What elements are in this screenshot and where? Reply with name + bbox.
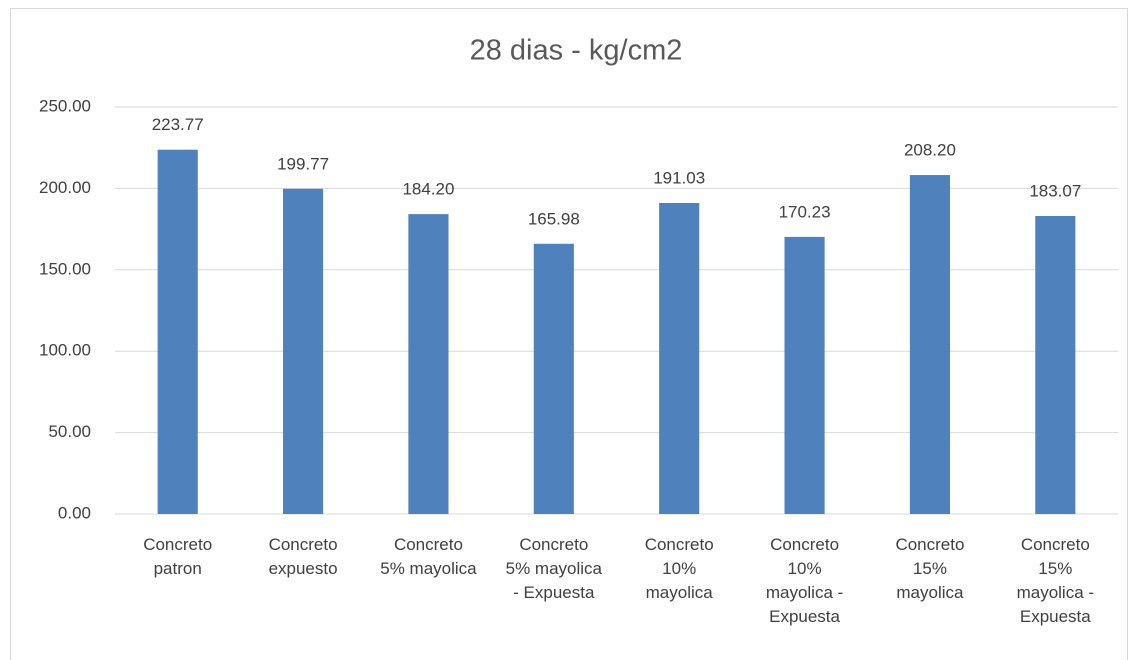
x-tick-label: Concreto expuesto [268, 535, 338, 578]
y-tick-label: 100.00 [39, 341, 91, 360]
data-label: 199.77 [277, 154, 329, 173]
x-tick-label: Concreto 15% mayolica [895, 535, 965, 602]
y-tick-label: 0.00 [58, 503, 91, 522]
x-tick-label: Concreto 15% mayolica - Expuesta [1016, 535, 1095, 626]
x-tick-label: Concreto 10% mayolica - Expuesta [765, 535, 844, 626]
y-tick-label: 50.00 [48, 422, 91, 441]
bar [533, 243, 574, 515]
chart-title: 28 dias - kg/cm2 [470, 35, 683, 67]
bar [408, 214, 449, 514]
data-label: 223.77 [152, 115, 204, 134]
bar [909, 175, 950, 514]
y-tick-label: 250.00 [39, 96, 91, 115]
data-label: 191.03 [653, 168, 705, 187]
bar [659, 203, 700, 514]
data-label: 184.20 [402, 180, 454, 199]
x-tick-label: Concreto 10% mayolica [644, 535, 714, 602]
data-label: 183.07 [1029, 181, 1081, 200]
bar [784, 236, 825, 515]
bar [157, 149, 198, 514]
bar [283, 188, 324, 514]
bar [1035, 215, 1076, 514]
y-tick-label: 150.00 [39, 259, 91, 278]
data-label: 165.98 [528, 209, 580, 228]
y-tick-label: 200.00 [39, 178, 91, 197]
x-tick-label: Concreto 5% mayolica [380, 535, 477, 578]
data-label: 208.20 [904, 141, 956, 160]
data-label: 170.23 [779, 202, 831, 221]
x-tick-label: Concreto 5% mayolica - Expuesta [505, 535, 602, 602]
x-tick-label: Concreto patron [143, 535, 213, 578]
